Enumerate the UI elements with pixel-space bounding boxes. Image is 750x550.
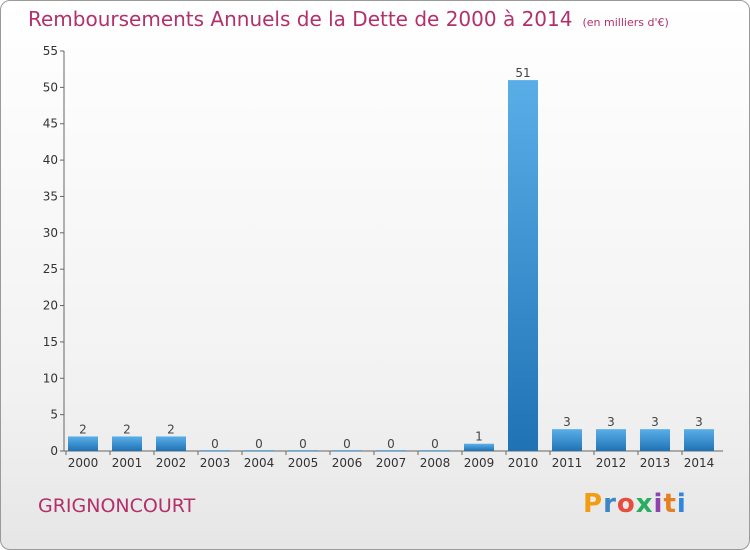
- logo-letter: i: [653, 489, 664, 519]
- y-tick-label: 15: [43, 335, 58, 349]
- x-tick-label: 2001: [112, 456, 143, 470]
- logo-letter: o: [616, 489, 636, 519]
- bar-value-label: 3: [563, 415, 571, 429]
- bar: [552, 429, 582, 451]
- x-tick-label: 2004: [244, 456, 275, 470]
- y-tick-label: 40: [43, 153, 58, 167]
- x-tick-label: 2002: [156, 456, 187, 470]
- x-tick-label: 2009: [464, 456, 495, 470]
- bar-value-label: 0: [387, 437, 395, 451]
- x-tick-label: 2014: [684, 456, 715, 470]
- bar: [200, 450, 230, 451]
- x-tick-label: 2013: [640, 456, 671, 470]
- bar: [596, 429, 626, 451]
- bar-value-label: 3: [695, 415, 703, 429]
- logo-letter: t: [663, 489, 677, 519]
- y-tick-label: 5: [50, 408, 58, 422]
- x-tick-label: 2005: [288, 456, 319, 470]
- bar-value-label: 2: [167, 422, 175, 436]
- y-tick-label: 25: [43, 262, 58, 276]
- chart-labels: 2 2000 2 2001 2 2002 0 2003 0 2004 0 2005 0 2006 0 2007…: [68, 66, 715, 470]
- y-tick-label: 30: [43, 226, 58, 240]
- bar: [112, 436, 142, 451]
- chart-title: Remboursements Annuels de la Dette de 20…: [28, 7, 669, 31]
- commune-name: GRIGNONCOURT: [38, 495, 196, 517]
- bar: [156, 436, 186, 451]
- chart-bars: [68, 80, 714, 451]
- bar-value-label: 0: [299, 437, 307, 451]
- x-tick-label: 2006: [332, 456, 363, 470]
- bar-value-label: 0: [211, 437, 219, 451]
- x-tick-label: 2007: [376, 456, 407, 470]
- chart-title-text: Remboursements Annuels de la Dette de 20…: [28, 7, 573, 31]
- y-tick-label: 35: [43, 189, 58, 203]
- bar-value-label: 51: [515, 66, 530, 80]
- bar-value-label: 3: [607, 415, 615, 429]
- x-tick-label: 2010: [508, 456, 539, 470]
- bar: [288, 450, 318, 451]
- bar-value-label: 2: [79, 422, 87, 436]
- bar: [244, 450, 274, 451]
- y-tick-label: 0: [50, 444, 58, 458]
- logo-letter: i: [676, 489, 687, 519]
- bar: [464, 443, 494, 451]
- x-tick-label: 2011: [552, 456, 583, 470]
- proxiti-logo: Proxiti: [583, 489, 687, 519]
- bar: [376, 450, 406, 451]
- x-tick-label: 2008: [420, 456, 451, 470]
- bar-value-label: 0: [255, 437, 263, 451]
- bar: [640, 429, 670, 451]
- bar-value-label: 0: [431, 437, 439, 451]
- bar: [508, 80, 538, 451]
- bar: [420, 450, 450, 451]
- bar: [332, 450, 362, 451]
- bar: [68, 436, 98, 451]
- bar-value-label: 1: [475, 430, 483, 444]
- bar-value-label: 3: [651, 415, 659, 429]
- chart-unit: (en milliers d'€): [582, 16, 669, 29]
- y-tick-label: 50: [43, 80, 58, 94]
- logo-letter: r: [603, 489, 617, 519]
- logo-letter: P: [583, 489, 604, 519]
- bar: [684, 429, 714, 451]
- y-tick-label: 45: [43, 117, 58, 131]
- x-tick-label: 2003: [200, 456, 231, 470]
- y-tick-label: 10: [43, 371, 58, 385]
- bar-value-label: 0: [343, 437, 351, 451]
- x-tick-label: 2000: [68, 456, 99, 470]
- y-tick-label: 20: [43, 299, 58, 313]
- y-tick-label: 55: [43, 44, 58, 58]
- x-tick-label: 2012: [596, 456, 627, 470]
- logo-letter: x: [635, 489, 654, 519]
- bar-value-label: 2: [123, 422, 131, 436]
